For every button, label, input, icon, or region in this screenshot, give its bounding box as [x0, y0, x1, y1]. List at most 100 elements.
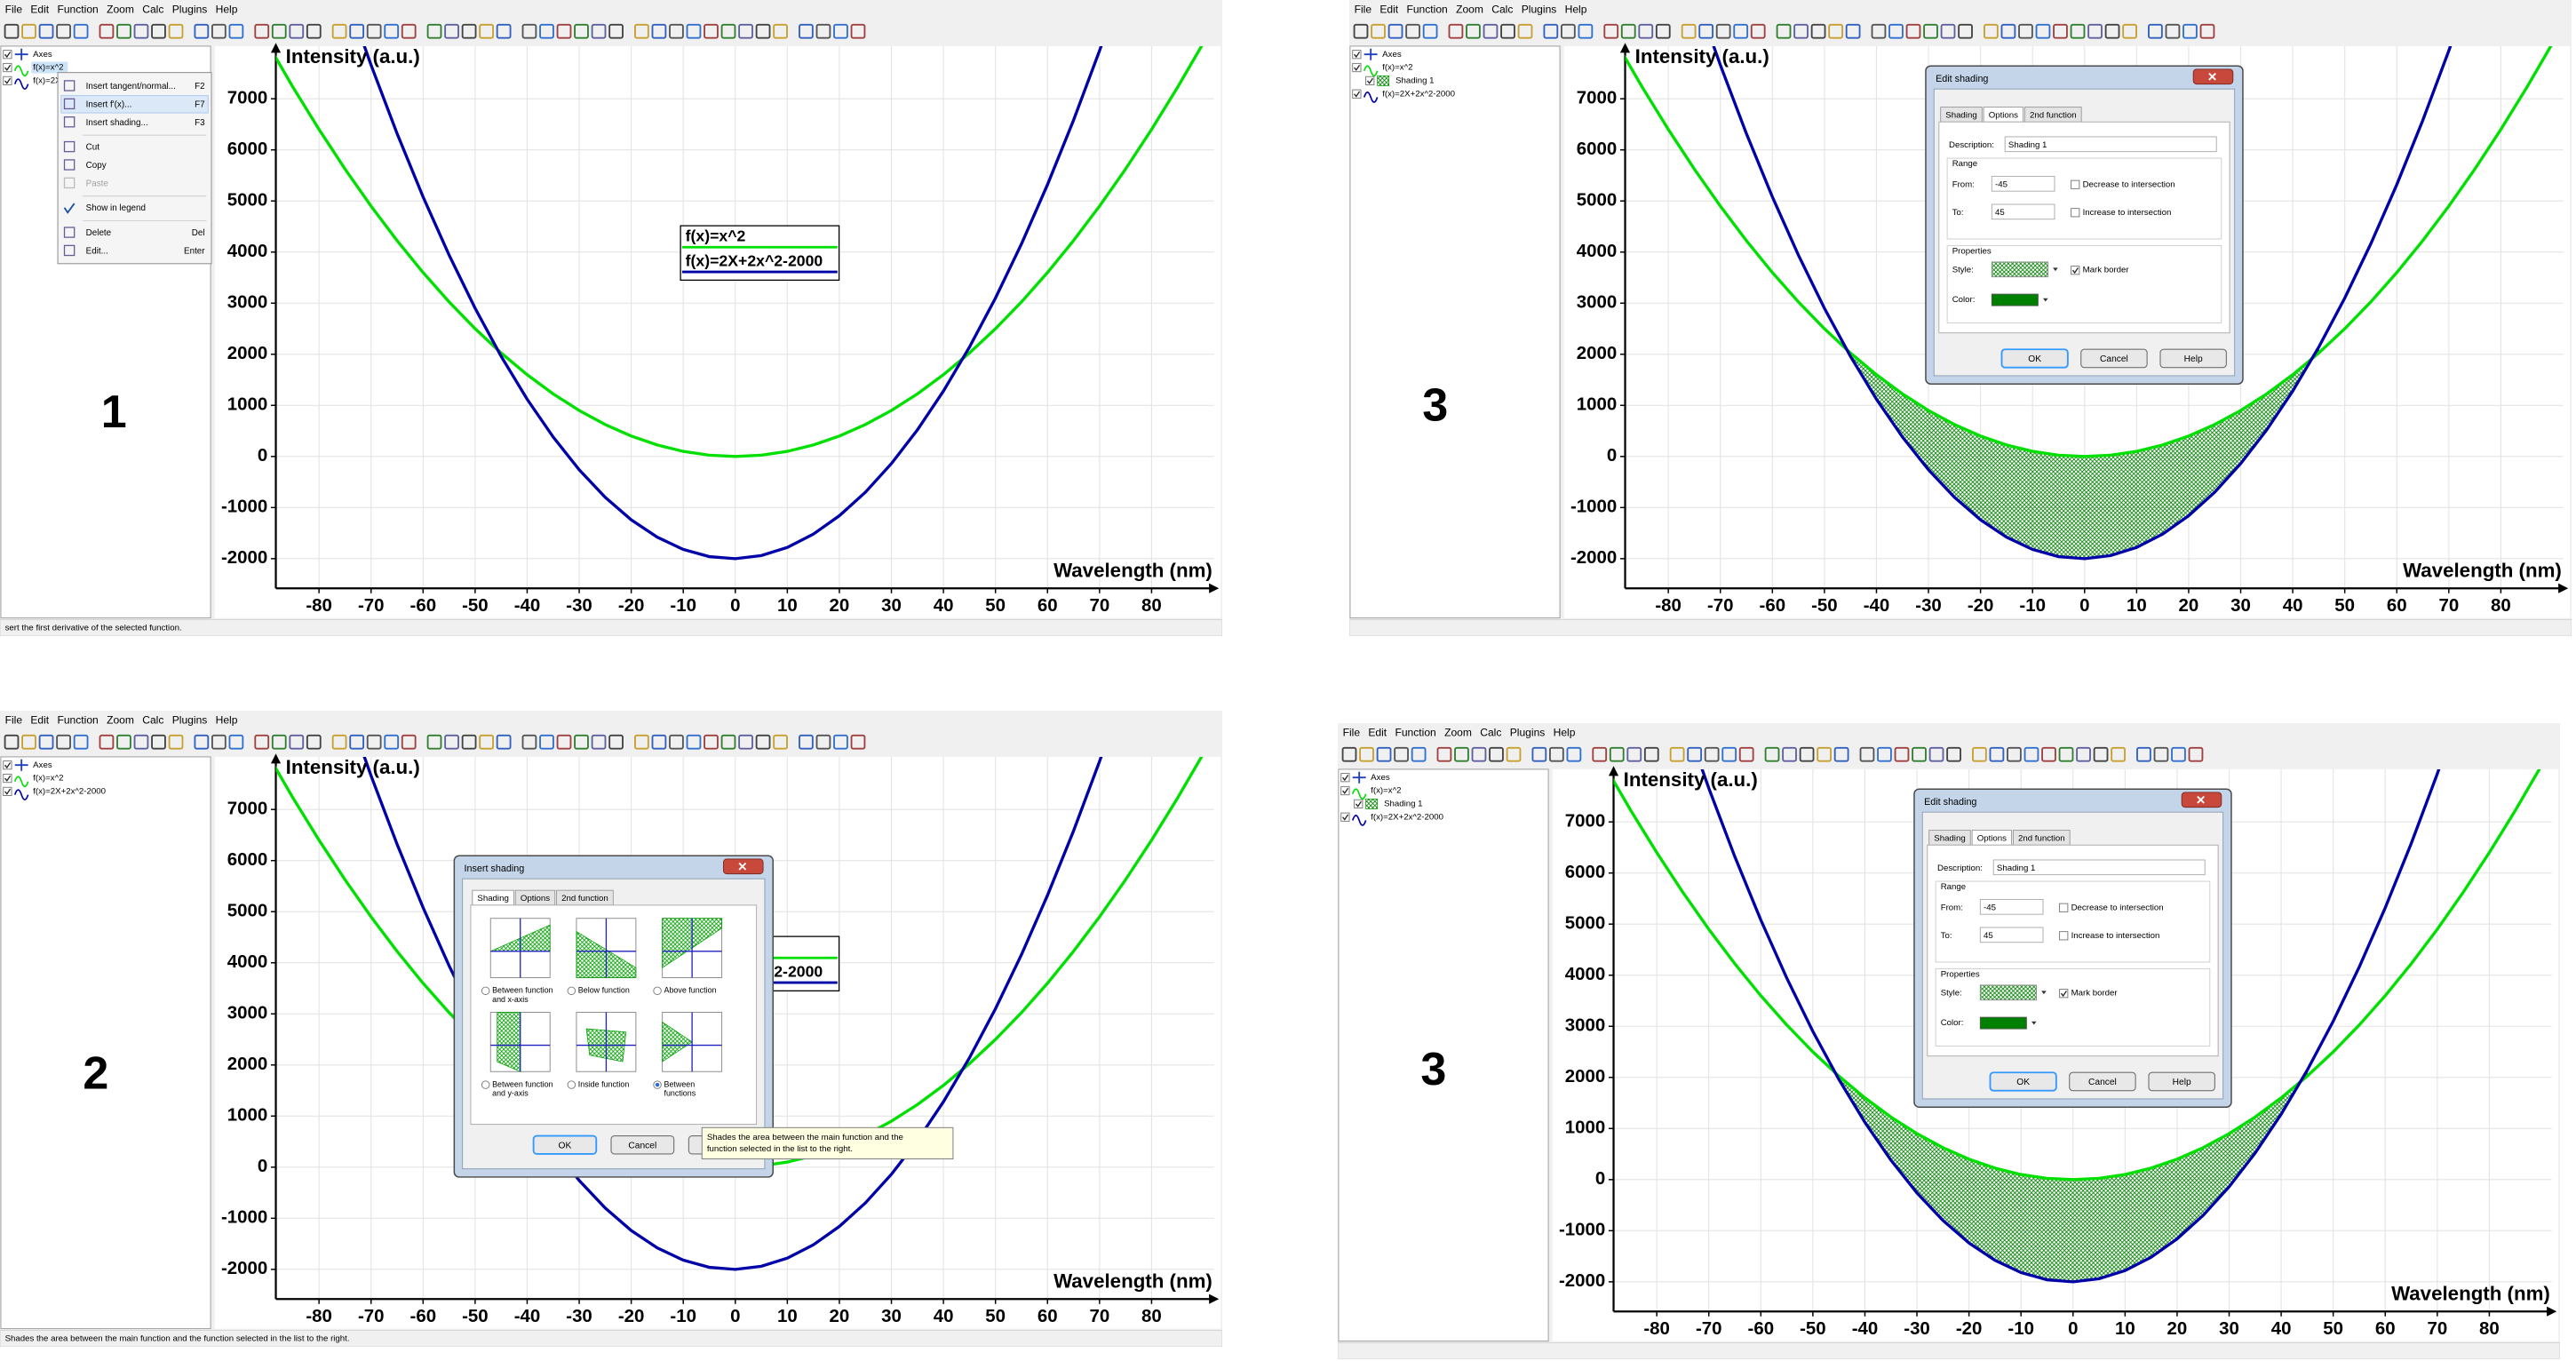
menu-item[interactable]: Edit — [30, 3, 49, 15]
menu-item[interactable]: Zoom — [107, 713, 134, 726]
tree-item[interactable]: Shading 1 — [1395, 76, 1434, 85]
toolbar-icon[interactable] — [1894, 746, 1910, 762]
menu-item[interactable]: Copy — [86, 161, 107, 171]
toolbar-icon[interactable] — [1341, 746, 1357, 762]
toolbar-icon[interactable] — [2122, 23, 2137, 39]
radio[interactable] — [567, 986, 576, 996]
toolbar-icon[interactable] — [1859, 746, 1875, 762]
tree-item[interactable]: Axes — [1382, 50, 1402, 60]
toolbar-icon[interactable] — [2000, 23, 2016, 39]
toolbar-icon[interactable] — [651, 734, 667, 750]
toolbar-icon[interactable] — [2018, 23, 2033, 39]
toolbar-icon[interactable] — [1810, 23, 1826, 39]
toolbar-icon[interactable] — [1845, 23, 1861, 39]
toolbar-icon[interactable] — [306, 23, 322, 39]
toolbar-icon[interactable] — [521, 734, 537, 750]
toolbar-icon[interactable] — [1359, 746, 1374, 762]
toolbar-icon[interactable] — [521, 23, 537, 39]
toolbar-icon[interactable] — [2093, 746, 2109, 762]
toolbar-icon[interactable] — [1888, 23, 1904, 39]
menu-item[interactable]: Function — [1406, 3, 1447, 15]
toolbar-icon[interactable] — [1411, 746, 1427, 762]
toolbar-icon[interactable] — [2148, 23, 2163, 39]
radio[interactable] — [567, 1080, 576, 1089]
toolbar-icon[interactable] — [289, 23, 305, 39]
toolbar-icon[interactable] — [720, 23, 736, 39]
toolbar-icon[interactable] — [331, 23, 347, 39]
tree-item[interactable]: f(x)=x^2 — [1371, 786, 1401, 796]
toolbar-icon[interactable] — [2165, 23, 2181, 39]
toolbar-icon[interactable] — [496, 734, 512, 750]
toolbar-icon[interactable] — [1764, 746, 1780, 762]
radio[interactable] — [481, 986, 490, 996]
toolbar-icon[interactable] — [2053, 23, 2068, 39]
menu-item[interactable]: Calc — [142, 713, 163, 726]
toolbar-icon[interactable] — [1454, 746, 1469, 762]
toolbar-icon[interactable] — [444, 734, 459, 750]
toolbar-icon[interactable] — [254, 23, 270, 39]
menu-item[interactable]: Help — [216, 713, 238, 726]
toolbar-icon[interactable] — [99, 23, 115, 39]
toolbar-icon[interactable] — [1500, 23, 1515, 39]
toolbar-icon[interactable] — [539, 734, 554, 750]
toolbar-icon[interactable] — [1387, 23, 1403, 39]
toolbar-icon[interactable] — [1871, 23, 1887, 39]
menu-item[interactable]: File — [5, 713, 23, 726]
toolbar-icon[interactable] — [815, 734, 831, 750]
input[interactable] — [1991, 176, 2055, 192]
menu-item[interactable]: Function — [57, 3, 98, 15]
menu-item[interactable]: Show in legend — [86, 203, 146, 213]
toolbar-icon[interactable] — [496, 23, 512, 39]
input[interactable] — [1979, 927, 2044, 943]
toolbar-icon[interactable] — [1603, 23, 1619, 39]
toolbar-icon[interactable] — [1448, 23, 1464, 39]
input[interactable] — [1992, 859, 2206, 876]
toolbar-icon[interactable] — [2104, 23, 2120, 39]
toolbar-icon[interactable] — [1655, 23, 1671, 39]
input[interactable] — [2004, 136, 2217, 153]
toolbar-icon[interactable] — [686, 23, 702, 39]
button[interactable] — [2159, 348, 2227, 369]
toolbar-icon[interactable] — [669, 23, 684, 39]
toolbar-icon[interactable] — [1940, 23, 1956, 39]
checkbox[interactable] — [2059, 903, 2069, 912]
toolbar-icon[interactable] — [574, 734, 589, 750]
checkbox[interactable] — [2071, 266, 2080, 275]
toolbar-icon[interactable] — [306, 734, 322, 750]
toolbar-icon[interactable] — [1620, 23, 1636, 39]
toolbar-icon[interactable] — [608, 23, 624, 39]
toolbar-icon[interactable] — [1422, 23, 1438, 39]
menu-item[interactable]: Zoom — [107, 3, 134, 15]
toolbar-icon[interactable] — [833, 734, 848, 750]
checkbox[interactable] — [3, 62, 12, 73]
toolbar-icon[interactable] — [151, 734, 166, 750]
toolbar-icon[interactable] — [850, 23, 866, 39]
radio[interactable] — [481, 1080, 490, 1089]
toolbar-icon[interactable] — [4, 734, 20, 750]
menu-item[interactable]: Function — [57, 713, 98, 726]
toolbar-icon[interactable] — [1466, 23, 1481, 39]
toolbar-icon[interactable] — [738, 734, 753, 750]
toolbar-icon[interactable] — [799, 734, 814, 750]
toolbar-icon[interactable] — [228, 734, 244, 750]
toolbar-icon[interactable] — [444, 23, 459, 39]
toolbar-icon[interactable] — [574, 23, 589, 39]
checkbox[interactable] — [3, 50, 12, 60]
menu-item[interactable]: Edit — [1368, 726, 1387, 738]
toolbar-icon[interactable] — [1721, 746, 1737, 762]
color-swatch[interactable] — [1991, 293, 2039, 306]
toolbar-icon[interactable] — [211, 734, 227, 750]
style-swatch[interactable] — [1979, 984, 2038, 1001]
toolbar-icon[interactable] — [56, 23, 71, 39]
toolbar-icon[interactable] — [2153, 746, 2169, 762]
toolbar-icon[interactable] — [401, 23, 417, 39]
toolbar-icon[interactable] — [271, 734, 287, 750]
checkbox[interactable] — [1365, 76, 1375, 85]
menu-item[interactable]: Zoom — [1444, 726, 1472, 738]
radio[interactable] — [653, 986, 662, 996]
toolbar-icon[interactable] — [1738, 746, 1754, 762]
toolbar-icon[interactable] — [116, 23, 131, 39]
toolbar-icon[interactable] — [168, 734, 184, 750]
toolbar-icon[interactable] — [366, 734, 382, 750]
menu-item[interactable]: Calc — [1480, 726, 1501, 738]
